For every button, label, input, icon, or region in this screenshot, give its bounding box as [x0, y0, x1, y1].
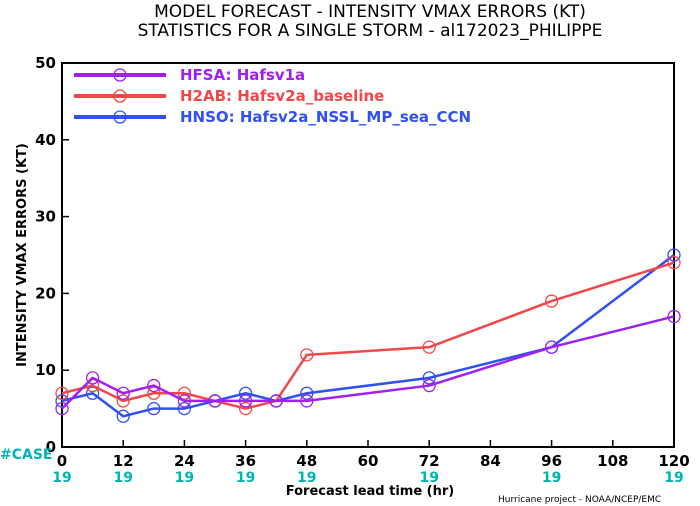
- y-axis-label: INTENSITY VMAX ERRORS (KT): [15, 143, 30, 367]
- credit-text: Hurricane project - NOAA/NCEP/EMC: [498, 495, 661, 505]
- data-point-hnso: [116, 409, 130, 423]
- data-point-hnso: [147, 401, 161, 416]
- data-point-hfsa: [208, 394, 222, 408]
- data-point-h2ab: [116, 394, 130, 408]
- case-count: 19: [542, 470, 561, 486]
- data-point-hnso: [177, 401, 192, 416]
- x-tick-label: 120: [658, 452, 689, 470]
- x-tick-label: 108: [597, 452, 628, 470]
- x-tick-label: 36: [235, 452, 256, 470]
- case-count: 19: [419, 470, 438, 486]
- data-point-hnso: [238, 386, 253, 400]
- x-tick-label: 0: [57, 452, 67, 470]
- data-point-hfsa: [85, 371, 100, 385]
- data-point-h2ab: [238, 401, 253, 416]
- x-tick-label: 84: [480, 452, 501, 470]
- case-label: #CASE: [0, 447, 53, 463]
- case-count: 19: [175, 470, 194, 486]
- data-point-hfsa: [238, 394, 253, 408]
- data-point-h2ab: [147, 386, 161, 400]
- x-axis-label: Forecast lead time (hr): [286, 484, 454, 499]
- data-point-hfsa: [55, 401, 69, 416]
- legend-label-h2ab: H2AB: Hafsv2a_baseline: [180, 87, 384, 105]
- series-line-hfsa: [61, 315, 675, 410]
- data-point-hfsa: [269, 394, 283, 408]
- data-point-hfsa: [116, 386, 130, 400]
- y-tick-label: 30: [35, 208, 56, 226]
- data-point-hfsa: [300, 394, 314, 408]
- case-count: 19: [664, 470, 683, 486]
- data-point-hfsa: [544, 340, 559, 354]
- data-point-h2ab: [544, 294, 559, 308]
- chart-title: MODEL FORECAST - INTENSITY VMAX ERRORS (…: [154, 2, 586, 22]
- case-count: 19: [297, 470, 316, 486]
- legend-label-hnso: HNSO: Hafsv2a_NSSL_MP_sea_CCN: [180, 108, 471, 126]
- y-tick-label: 50: [35, 54, 56, 72]
- data-point-hfsa: [177, 394, 192, 408]
- y-tick-label: 40: [35, 131, 56, 149]
- case-count: 19: [236, 470, 255, 486]
- legend-marker-h2ab: [113, 89, 127, 103]
- data-point-hnso: [85, 386, 100, 400]
- data-point-h2ab: [300, 348, 314, 362]
- y-tick-label: 10: [35, 361, 56, 379]
- data-point-hnso: [422, 371, 436, 385]
- data-point-hfsa: [147, 378, 161, 393]
- x-tick-label: 60: [358, 452, 379, 470]
- y-tick-label: 0: [46, 438, 56, 456]
- data-point-h2ab: [422, 340, 436, 354]
- x-tick-label: 96: [541, 452, 562, 470]
- legend-label-hfsa: HFSA: Hafsv1a: [180, 66, 305, 84]
- data-point-h2ab: [177, 386, 192, 400]
- legend-marker-hnso: [113, 110, 127, 124]
- chart-subtitle: STATISTICS FOR A SINGLE STORM - al172023…: [138, 21, 603, 41]
- legend-marker-hfsa: [113, 68, 127, 82]
- x-tick-label: 24: [174, 452, 195, 470]
- x-tick-label: 12: [113, 452, 134, 470]
- data-point-h2ab: [667, 256, 681, 270]
- plot-area: 0 12 24 36 48 60 72 84 96 108 120 0 10 20 30 40 50 19 19 19…: [35, 54, 690, 486]
- data-point-hnso: [667, 248, 681, 262]
- x-tick-label: 48: [296, 452, 317, 470]
- data-point-hfsa: [667, 309, 681, 324]
- data-point-h2ab: [55, 386, 69, 400]
- case-count: 19: [52, 470, 71, 486]
- data-point-hfsa: [422, 378, 436, 393]
- x-tick-label: 72: [419, 452, 440, 470]
- case-count: 19: [113, 470, 132, 486]
- y-tick-label: 20: [35, 284, 56, 302]
- data-point-hnso: [300, 386, 314, 400]
